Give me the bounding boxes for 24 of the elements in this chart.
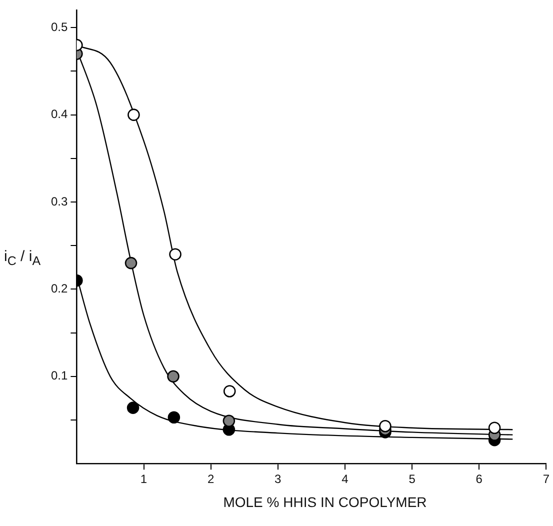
x-tick-label: 3 xyxy=(274,472,282,486)
x-tick-label: 1 xyxy=(140,472,148,486)
y-axis-title: i$_{C}$ / i$_{A}$ xyxy=(4,248,41,268)
point xyxy=(126,402,140,414)
point xyxy=(168,411,180,424)
x-tick-label: 6 xyxy=(476,472,483,486)
x-axis-title: MOLE % HHIS IN COPOLYMER xyxy=(222,494,428,510)
point xyxy=(167,370,180,383)
x-tick-label: 4 xyxy=(342,472,349,486)
x-tick-label: 5 xyxy=(408,472,416,486)
y-tick-label: 0.5 xyxy=(50,20,68,34)
point xyxy=(128,108,140,121)
point xyxy=(222,414,236,428)
y-tick-label: 0.4 xyxy=(50,107,68,122)
y-tick-label: 0.3 xyxy=(50,194,68,208)
point xyxy=(124,256,138,270)
point xyxy=(223,385,236,398)
point xyxy=(169,248,182,260)
x-tick-label: 2 xyxy=(207,472,214,486)
x-tick-label: 7 xyxy=(542,472,550,486)
point xyxy=(379,420,392,432)
y-tick-label: 0.1 xyxy=(50,368,68,383)
point xyxy=(488,422,501,434)
y-tick-label: 0.2 xyxy=(50,282,68,296)
